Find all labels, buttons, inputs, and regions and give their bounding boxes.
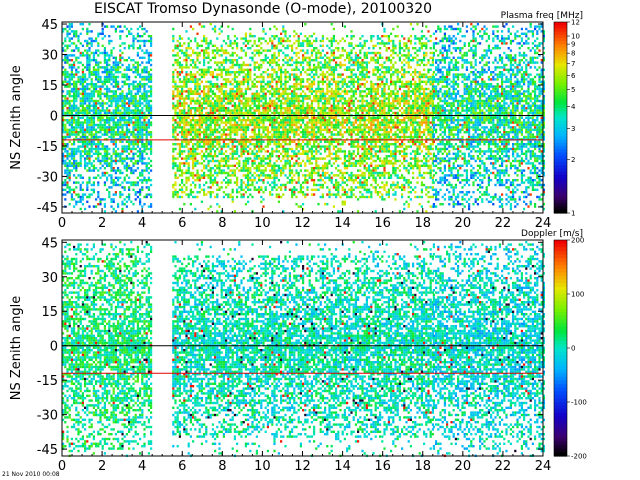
x-tick-label-2-0: 0 <box>58 459 66 474</box>
y-tick-label-1-30: 30 <box>41 49 58 64</box>
x-tick-label-1-24: 24 <box>535 216 552 231</box>
heatmap-cells-2 <box>62 241 545 457</box>
x-tick-label-1-4: 4 <box>138 216 146 231</box>
y-tick-label-2-45: 45 <box>41 236 58 251</box>
x-tick-label-1-2: 2 <box>98 216 106 231</box>
x-tick-label-2-16: 16 <box>374 459 391 474</box>
x-tick-label-1-22: 22 <box>495 216 512 231</box>
colorbar-tick-label-2-100: 100 <box>571 291 584 299</box>
x-tick-label-1-16: 16 <box>374 216 391 231</box>
colorbar-2: 200 100 0 -100 -200 Doppler [m/s] <box>521 229 587 461</box>
y-tick-label-1--15: -15 <box>37 140 58 155</box>
footer-timestamp: 21 Nov 2010 00:08 <box>2 471 60 478</box>
x-tick-label-2-24: 24 <box>535 459 552 474</box>
colorbar-tick-label-2--100: -100 <box>571 399 587 407</box>
x-tick-label-2-10: 10 <box>254 459 271 474</box>
panel-1: 0 2 4 6 8 10 12 14 16 18 20 22 244530150-15-30-45NS … <box>9 11 583 231</box>
y-tick-label-2--15: -15 <box>37 374 58 389</box>
colorbar-label-1: Plasma freq [MHz] <box>501 11 583 21</box>
colorbar-tick-label-1-12: 12 <box>571 19 580 27</box>
colorbar-tick-label-2-0: 0 <box>571 345 575 353</box>
x-tick-label-1-20: 20 <box>455 216 472 231</box>
x-tick-label-1-10: 10 <box>254 216 271 231</box>
y-axis-label-1: NS Zenith angle <box>9 65 24 169</box>
y-tick-label-1--30: -30 <box>37 170 58 185</box>
x-tick-label-2-2: 2 <box>98 459 106 474</box>
y-tick-label-2-30: 30 <box>41 271 58 286</box>
y-tick-label-2-15: 15 <box>41 305 58 320</box>
colorbar-frame-1 <box>553 21 568 214</box>
chart-title-text: EISCAT Tromso Dynasonde (O-mode), 201003… <box>94 1 433 17</box>
panel-2: 0 2 4 6 8 10 12 14 16 18 20 22 244530150-15-30-45NS … <box>9 229 587 474</box>
colorbar-tick-label-1-6: 6 <box>571 72 576 80</box>
colorbar-label-2: Doppler [m/s] <box>521 229 583 239</box>
colorbar-tick-label-1-4: 4 <box>571 103 576 111</box>
x-tick-label-1-8: 8 <box>218 216 226 231</box>
colorbar-tick-label-1-7: 7 <box>571 60 575 68</box>
colorbar-tick-label-2-200: 200 <box>571 237 584 245</box>
x-tick-label-2-8: 8 <box>218 459 226 474</box>
y-tick-label-1--45: -45 <box>37 201 58 216</box>
y-tick-label-2-0: 0 <box>50 340 58 355</box>
x-tick-label-2-6: 6 <box>178 459 186 474</box>
colorbar-tick-label-1-2: 2 <box>571 156 575 164</box>
y-tick-label-2--45: -45 <box>37 443 58 458</box>
y-tick-label-2--30: -30 <box>37 409 58 424</box>
x-tick-label-2-22: 22 <box>495 459 512 474</box>
heatmap-cells-1 <box>62 23 545 213</box>
x-tick-label-2-18: 18 <box>414 459 431 474</box>
colorbar-tick-label-1-1: 1 <box>571 210 575 218</box>
x-tick-label-2-12: 12 <box>294 459 311 474</box>
colorbar-tick-label-1-5: 5 <box>571 86 575 94</box>
colorbar-tick-label-1-8: 8 <box>571 50 575 58</box>
x-tick-label-1-12: 12 <box>294 216 311 231</box>
y-axis-label-2: NS Zenith angle <box>9 296 24 400</box>
y-tick-label-1-45: 45 <box>41 18 58 33</box>
colorbar-tick-label-1-9: 9 <box>571 41 575 49</box>
x-tick-label-1-6: 6 <box>178 216 186 231</box>
x-tick-label-2-4: 4 <box>138 459 146 474</box>
x-tick-label-1-0: 0 <box>58 216 66 231</box>
colorbar-tick-label-1-3: 3 <box>571 125 575 133</box>
x-tick-label-1-14: 14 <box>334 216 351 231</box>
colorbar-tick-label-2--200: -200 <box>571 453 587 461</box>
x-tick-label-2-14: 14 <box>334 459 351 474</box>
x-tick-label-1-18: 18 <box>414 216 431 231</box>
x-tick-label-2-20: 20 <box>455 459 472 474</box>
y-tick-label-1-15: 15 <box>41 79 58 94</box>
y-tick-label-1-0: 0 <box>50 109 58 124</box>
colorbar-tick-label-1-10: 10 <box>571 33 580 41</box>
